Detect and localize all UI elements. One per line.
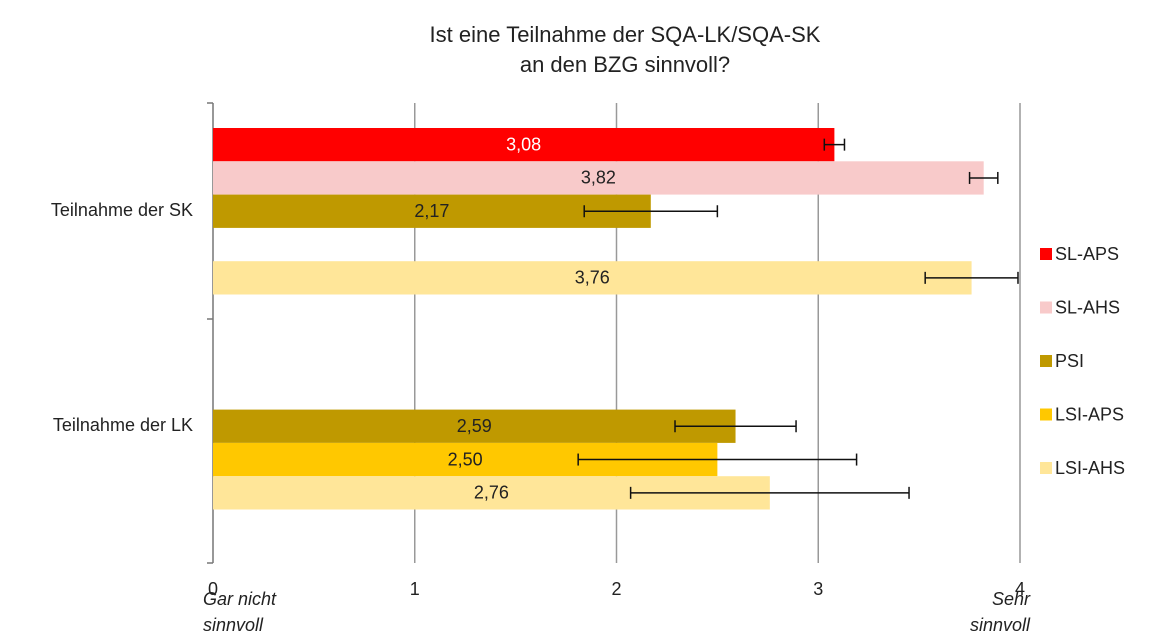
error-bar <box>968 171 999 184</box>
legend-label: LSI-AHS <box>1055 458 1125 478</box>
x-tick-label: 0 <box>208 579 218 599</box>
value-label: 2,59 <box>457 416 492 436</box>
error-bar <box>823 138 846 151</box>
legend-label: SL-APS <box>1055 244 1119 264</box>
x-tick-label: 3 <box>813 579 823 599</box>
legend-swatch <box>1040 248 1052 260</box>
bar <box>213 128 835 162</box>
value-label: 2,50 <box>448 449 483 469</box>
value-label: 2,17 <box>414 201 449 221</box>
value-label: 3,08 <box>506 134 541 154</box>
legend-swatch <box>1040 462 1052 474</box>
legend-label: PSI <box>1055 351 1084 371</box>
x-tick-label: 1 <box>410 579 420 599</box>
value-label: 3,76 <box>575 268 610 288</box>
legend-swatch <box>1040 355 1052 367</box>
legend-swatch <box>1040 408 1052 421</box>
bar <box>213 409 736 443</box>
x-end-label: sinnvoll <box>203 615 264 635</box>
legend-label: SL-AHS <box>1055 297 1120 317</box>
bar <box>213 194 651 228</box>
x-end-label: Sehr <box>992 589 1031 609</box>
error-bar <box>577 453 858 466</box>
value-label: 2,76 <box>474 483 509 503</box>
bar <box>213 161 984 195</box>
x-tick-label: 2 <box>611 579 621 599</box>
legend-label: LSI-APS <box>1055 404 1124 424</box>
error-bar <box>583 205 719 218</box>
chart-title: Ist eine Teilnahme der SQA-LK/SQA-SK <box>430 22 821 47</box>
x-tick-label: 4 <box>1015 579 1025 599</box>
category-label: Teilnahme der SK <box>51 200 193 220</box>
error-bar <box>674 420 797 433</box>
legend-swatch <box>1040 301 1052 314</box>
chart-title: an den BZG sinnvoll? <box>520 52 730 77</box>
category-label: Teilnahme der LK <box>53 415 193 435</box>
value-label: 3,82 <box>581 168 616 188</box>
error-bar <box>629 486 910 499</box>
bar <box>213 261 972 295</box>
x-end-label: sinnvoll <box>970 615 1031 635</box>
x-end-label: Gar nicht <box>203 589 277 609</box>
error-bar <box>924 271 1019 284</box>
